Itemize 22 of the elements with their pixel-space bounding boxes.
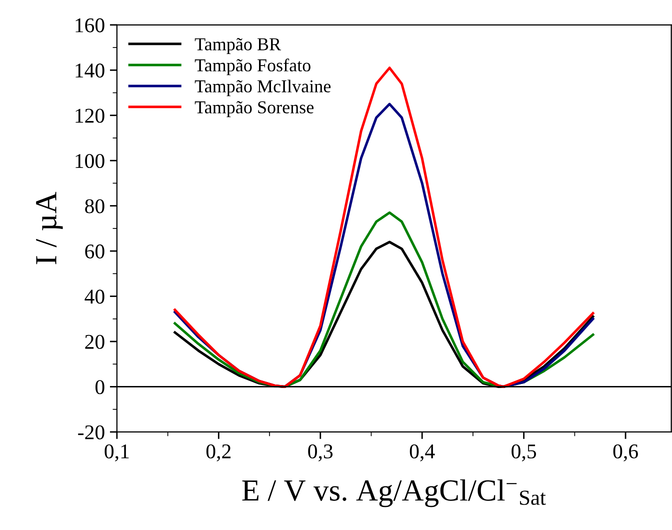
y-tick-label: 140 [76,64,104,78]
x-tick-label: 0,6 [613,444,638,462]
y-tick-label: 40 [84,290,104,304]
x-axis-title: E / V vs. Ag/AgCl/Cl$^{−}$$_{Sat}$ [242,479,546,508]
x-tick-label: 0,1 [104,444,129,462]
x-tick-label: 0,3 [308,444,333,462]
y-tick-label: 80 [85,199,104,214]
y-tick-label: 160 [76,18,104,32]
x-tick-label: 0,4 [410,444,435,462]
legend-label: Tampão BR [194,38,282,54]
y-axis-title: I / µA [36,192,63,264]
legend-label: Tampão Fosfato [194,58,310,76]
y-tick-label: 100 [76,154,104,168]
x-tick-label: 0,5 [512,444,536,462]
y-tick-label: 0 [96,380,104,394]
x-tick-label: 0,2 [206,444,231,462]
y-tick-label: -20 [78,425,104,440]
legend-label: Tampão Sorense [194,101,314,118]
legend-label: Tampão McIlvaine [194,80,331,96]
y-tick-label: 60 [85,244,104,258]
y-tick-label: 120 [76,108,104,123]
y-tick-label: 20 [85,334,104,349]
